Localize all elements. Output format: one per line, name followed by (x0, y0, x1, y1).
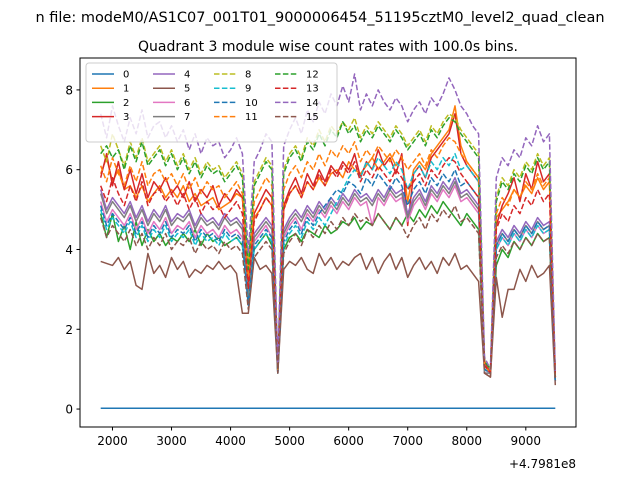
x-tick-label: 6000 (333, 434, 364, 448)
legend-label-2: 2 (123, 98, 129, 109)
legend-label-15: 15 (306, 112, 319, 123)
legend-label-14: 14 (306, 98, 319, 109)
plot-frame (79, 57, 577, 428)
y-axis: 0 2 4 6 8 (65, 83, 80, 417)
legend-label-13: 13 (306, 84, 319, 95)
chart-title: Quadrant 3 module wise count rates with … (138, 39, 518, 55)
legend-label-4: 4 (184, 70, 190, 81)
legend-frame (85, 62, 338, 143)
legend-label-11: 11 (245, 112, 258, 123)
series-line-13 (99, 156, 557, 378)
x-tick-label: 8000 (451, 434, 482, 448)
y-tick-label: 6 (65, 163, 73, 177)
series-line-5 (100, 252, 557, 386)
x-tick-label: 2000 (97, 434, 128, 448)
legend-label-12: 12 (306, 70, 319, 81)
series-lines (99, 73, 557, 410)
y-tick-label: 2 (65, 323, 73, 337)
legend-label-0: 0 (123, 70, 129, 81)
x-tick-label: 4000 (215, 434, 246, 448)
legend-label-8: 8 (245, 70, 251, 81)
legend-label-6: 6 (184, 98, 190, 109)
chart-suptitle: n file: modeM0/AS1C07_001T01_9000006454_… (35, 10, 604, 26)
x-tick-label: 7000 (392, 434, 423, 448)
y-tick-label: 4 (65, 243, 73, 257)
series-line-11 (99, 137, 557, 378)
y-tick-label: 0 (65, 403, 73, 417)
x-axis: 2000 3000 4000 5000 6000 7000 8000 9000 (97, 427, 541, 448)
legend-label-5: 5 (184, 84, 190, 95)
legend-label-1: 1 (123, 84, 129, 95)
x-tick-label: 9000 (511, 434, 542, 448)
series-line-15 (99, 204, 557, 382)
x-offset-label: +4.7981e8 (509, 457, 576, 471)
legend-label-7: 7 (184, 112, 190, 123)
x-tick-label: 5000 (274, 434, 305, 448)
y-tick-label: 8 (65, 83, 73, 97)
legend-label-9: 9 (245, 84, 251, 95)
legend-label-10: 10 (245, 98, 258, 109)
x-tick-label: 3000 (156, 434, 187, 448)
legend-label-3: 3 (123, 112, 129, 123)
